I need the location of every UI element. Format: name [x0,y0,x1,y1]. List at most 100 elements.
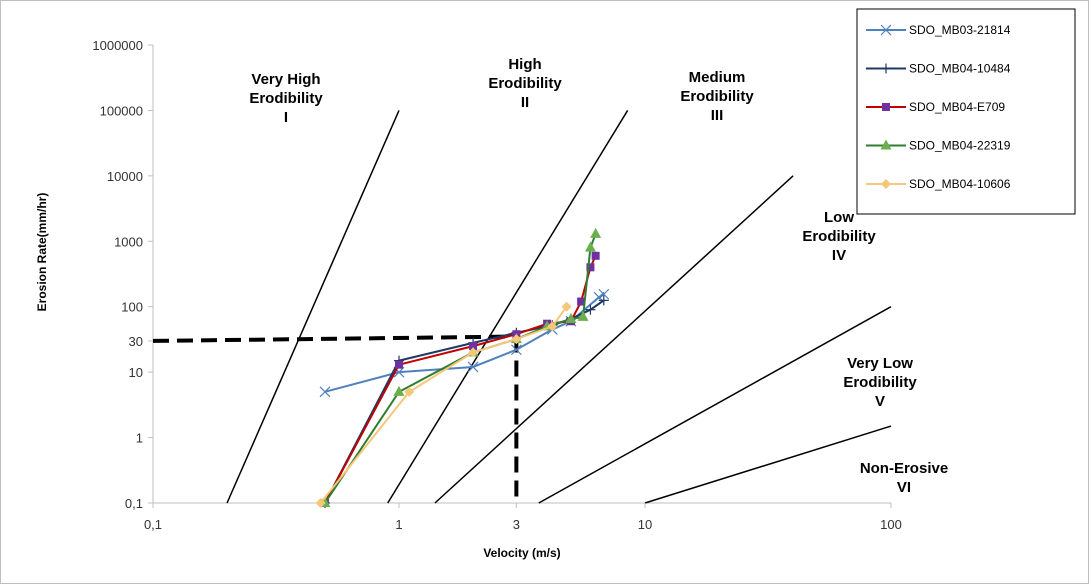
legend-label: SDO_MB04-22319 [909,139,1011,153]
zone-label: Non-Erosive VI [860,460,948,496]
data-series [315,227,610,508]
legend-entry: SDO_MB04-E709 [866,100,1005,114]
x-marker-stroke [593,291,605,303]
boundary-line [538,306,892,504]
x-marker-stroke [880,24,892,36]
data-point [586,263,595,272]
data-point [468,347,479,358]
legend: SDO_MB03-21814 SDO_MB04-10484 SDO_MB04-E70… [856,8,1076,215]
x-tick-label: 1 [395,517,402,532]
series-line [319,306,568,504]
zone-label-line: Erodibility [488,75,562,92]
x-tick-label: 3 [513,517,520,532]
legend-label: SDO_MB04-10606 [909,177,1011,191]
x-axis-title: Velocity (m/s) [483,546,560,560]
y-tick-label: 10000 [107,169,143,184]
legend-entry: SDO_MB04-10484 [866,62,1011,76]
data-point [315,498,326,508]
zone-label: Very Low Erodibility V [843,355,917,410]
y-tick-label: 0,1 [125,496,143,511]
legend-box [856,8,1076,215]
x-marker-stroke [393,366,405,378]
x-tick-label: 100 [880,517,902,532]
zone-label-line: IV [832,247,846,264]
x-marker-stroke [319,386,331,398]
legend-entry: SDO_MB04-10606 [866,177,1011,191]
plot-area [152,45,891,504]
zone-label-line: Very High [251,71,320,88]
series [315,301,572,508]
zone-labels: Very High Erodibility I High Erodibility II Me… [249,56,948,496]
series-line [324,299,605,504]
data-point [393,385,405,396]
x-marker-stroke [598,288,610,300]
zone-label-line: Medium [689,69,746,86]
zone-label-line: Erodibility [249,90,323,107]
zone-label: Low Erodibility IV [802,209,876,264]
legend-label: SDO_MB04-10484 [909,62,1011,76]
boundary-line [387,110,629,504]
zone-label-line: Erodibility [802,228,876,245]
zone-label: High Erodibility II [488,56,562,111]
data-point [577,310,589,321]
data-point [565,312,577,323]
data-point [395,360,403,369]
x-tick-label: 0,1 [144,517,162,532]
y-tick-label: 100000 [100,103,143,118]
y-axis-title: Erosion Rate(mm/hr) [35,193,49,312]
legend-label: SDO_MB04-E709 [909,100,1005,114]
x-tick-label: 10 [638,517,652,532]
legend-swatch-marker [882,103,890,111]
legend-entry: SDO_MB03-21814 [866,23,1011,37]
data-point [547,321,558,332]
data-point [404,386,415,397]
zone-label-line: Low [824,209,854,226]
data-point [511,334,522,345]
x-marker-stroke [467,361,479,373]
y-tick-label: 30 [129,334,143,349]
x-marker-stroke [510,344,522,356]
series-line [324,255,597,504]
threshold-dashed-lines [152,334,519,503]
legend-swatch-marker [881,63,891,74]
legend-entry: SDO_MB04-22319 [866,139,1011,153]
zone-label-line: Erodibility [843,374,917,391]
zone-label: Very High Erodibility I [249,71,323,126]
zone-label-line: V [875,393,885,410]
zone-label-line: High [508,56,541,73]
data-point [591,251,600,260]
data-point [510,344,522,356]
data-point [598,288,610,300]
legend-label: SDO_MB03-21814 [909,23,1011,37]
zone-label-line: III [711,107,724,124]
y-tick-label: 1000 [114,234,143,249]
data-point [467,361,479,373]
zone-label-line: II [521,94,529,111]
zone-label-line: I [284,109,288,126]
zone-label-line: VI [897,479,911,496]
y-tick-label: 1 [136,431,143,446]
data-point [590,227,602,238]
data-point [561,301,572,312]
boundary-line [434,175,794,504]
data-point [585,304,596,315]
y-tick-label: 10 [129,365,143,380]
axis-ticks: 0,1 1 3 10 100 0,1 1 10 30 100 1000 10000 100000 1000… [92,38,901,532]
zone-label-line: Very Low [847,355,913,372]
data-point [584,241,596,252]
legend-swatch-marker [880,139,892,150]
data-point [469,342,478,351]
data-point [577,297,586,306]
erodibility-boundary-lines [226,110,892,504]
threshold-line [152,334,517,343]
zone-label-line: Non-Erosive [860,460,948,477]
zone-label: Medium Erodibility III [680,69,754,124]
y-tick-label: 1000000 [92,38,143,53]
series [320,251,600,507]
data-point [598,295,609,306]
legend-swatch-marker [881,179,891,189]
boundary-line [226,110,400,504]
y-tick-label: 100 [121,300,143,315]
legend-swatch-marker [880,24,892,36]
